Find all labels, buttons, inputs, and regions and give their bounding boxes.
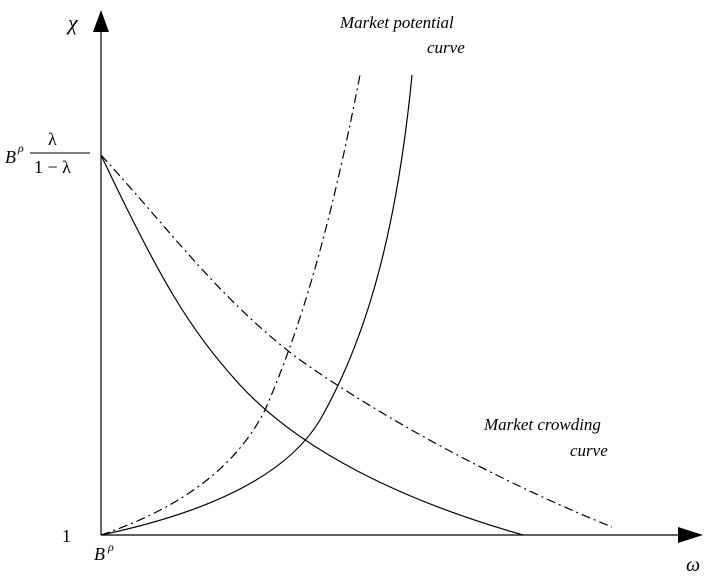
y-axis-label: χ: [66, 10, 79, 35]
y-intercept-numerator: λ: [48, 129, 57, 149]
market-crowding-label-line1: Market crowding: [483, 415, 601, 434]
origin-x-label-exp: ρ: [107, 540, 114, 554]
origin-y-label: 1: [62, 526, 71, 546]
market-potential-label-line2: curve: [427, 38, 465, 57]
market-crowding-curve-solid: [100, 154, 524, 536]
market-potential-label-line1: Market potential: [339, 13, 454, 32]
y-axis-arrow: [93, 10, 109, 32]
market-crowding-label-line2: curve: [570, 441, 608, 460]
market-potential-curve-dashdot: [100, 74, 361, 536]
y-intercept-denominator: 1 − λ: [34, 157, 71, 177]
x-axis-label: ω: [686, 554, 700, 575]
origin-x-label-base: B: [94, 544, 105, 564]
y-intercept-exp: ρ: [17, 141, 24, 155]
x-axis-arrow: [678, 527, 703, 543]
market-potential-curve-solid: [100, 74, 413, 536]
market-crowding-curve-dashdot: [100, 154, 613, 528]
y-intercept-base: B: [5, 147, 16, 167]
